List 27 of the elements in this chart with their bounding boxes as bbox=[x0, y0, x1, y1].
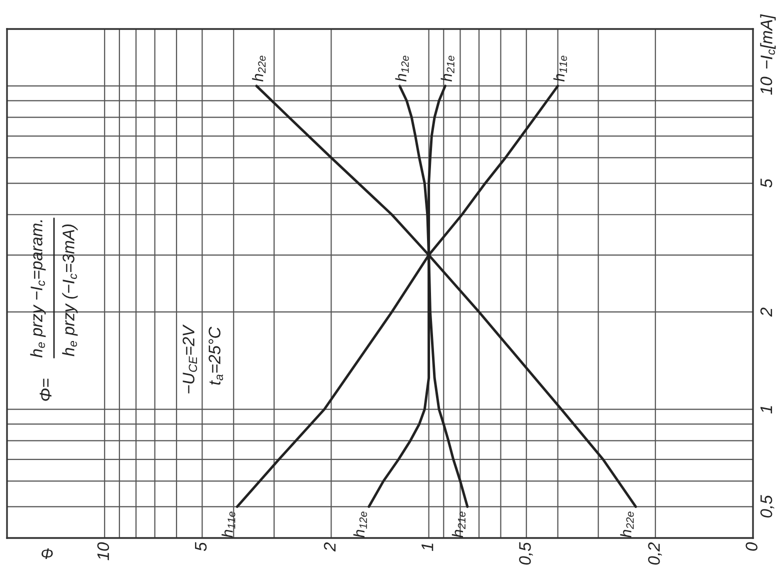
y-tick-label: 10 bbox=[760, 76, 772, 95]
y-axis-title: −I$_{c}$[mA] bbox=[760, 14, 776, 69]
annotation: t$_{a}$=25°C bbox=[208, 326, 224, 385]
text: h$_{21e}$ bbox=[440, 56, 454, 82]
x-tick-label: 10 bbox=[97, 542, 110, 560]
text: h$_{11e}$ bbox=[553, 56, 567, 82]
y-tick-label: 5 bbox=[760, 178, 772, 188]
y-tick-label: 0,5 bbox=[760, 495, 774, 518]
y-tick-label: 2 bbox=[760, 308, 772, 317]
annotation: h$_{e}$ przy (−I$_{c}$=3mA) bbox=[62, 224, 78, 356]
x-tick-label: 2 bbox=[324, 542, 336, 552]
annotation: −U$_{CE}$=2V bbox=[182, 324, 198, 394]
text: h$_{21e}$ bbox=[452, 512, 466, 538]
x-tick-label: 1 bbox=[422, 544, 434, 552]
text: h$_{22e}$ bbox=[620, 512, 634, 538]
text: h$_{11e}$ bbox=[222, 512, 236, 538]
x-tick-label: 0 bbox=[746, 542, 758, 551]
text: h$_{12e}$ bbox=[353, 512, 367, 538]
x-axis-title: Φ bbox=[42, 548, 53, 560]
x-tick-label: 5 bbox=[195, 542, 207, 552]
text: h$_{12e}$ bbox=[395, 56, 409, 82]
x-tick-label: 0,2 bbox=[648, 542, 662, 565]
x-tick-label: 0,5 bbox=[519, 542, 533, 565]
text: h$_{22e}$ bbox=[252, 56, 266, 82]
annotation: h$_{e}$ przy −I$_{c}$=param. bbox=[30, 220, 46, 358]
annotation: Φ= bbox=[40, 378, 52, 401]
y-tick-label: 1 bbox=[760, 406, 772, 414]
